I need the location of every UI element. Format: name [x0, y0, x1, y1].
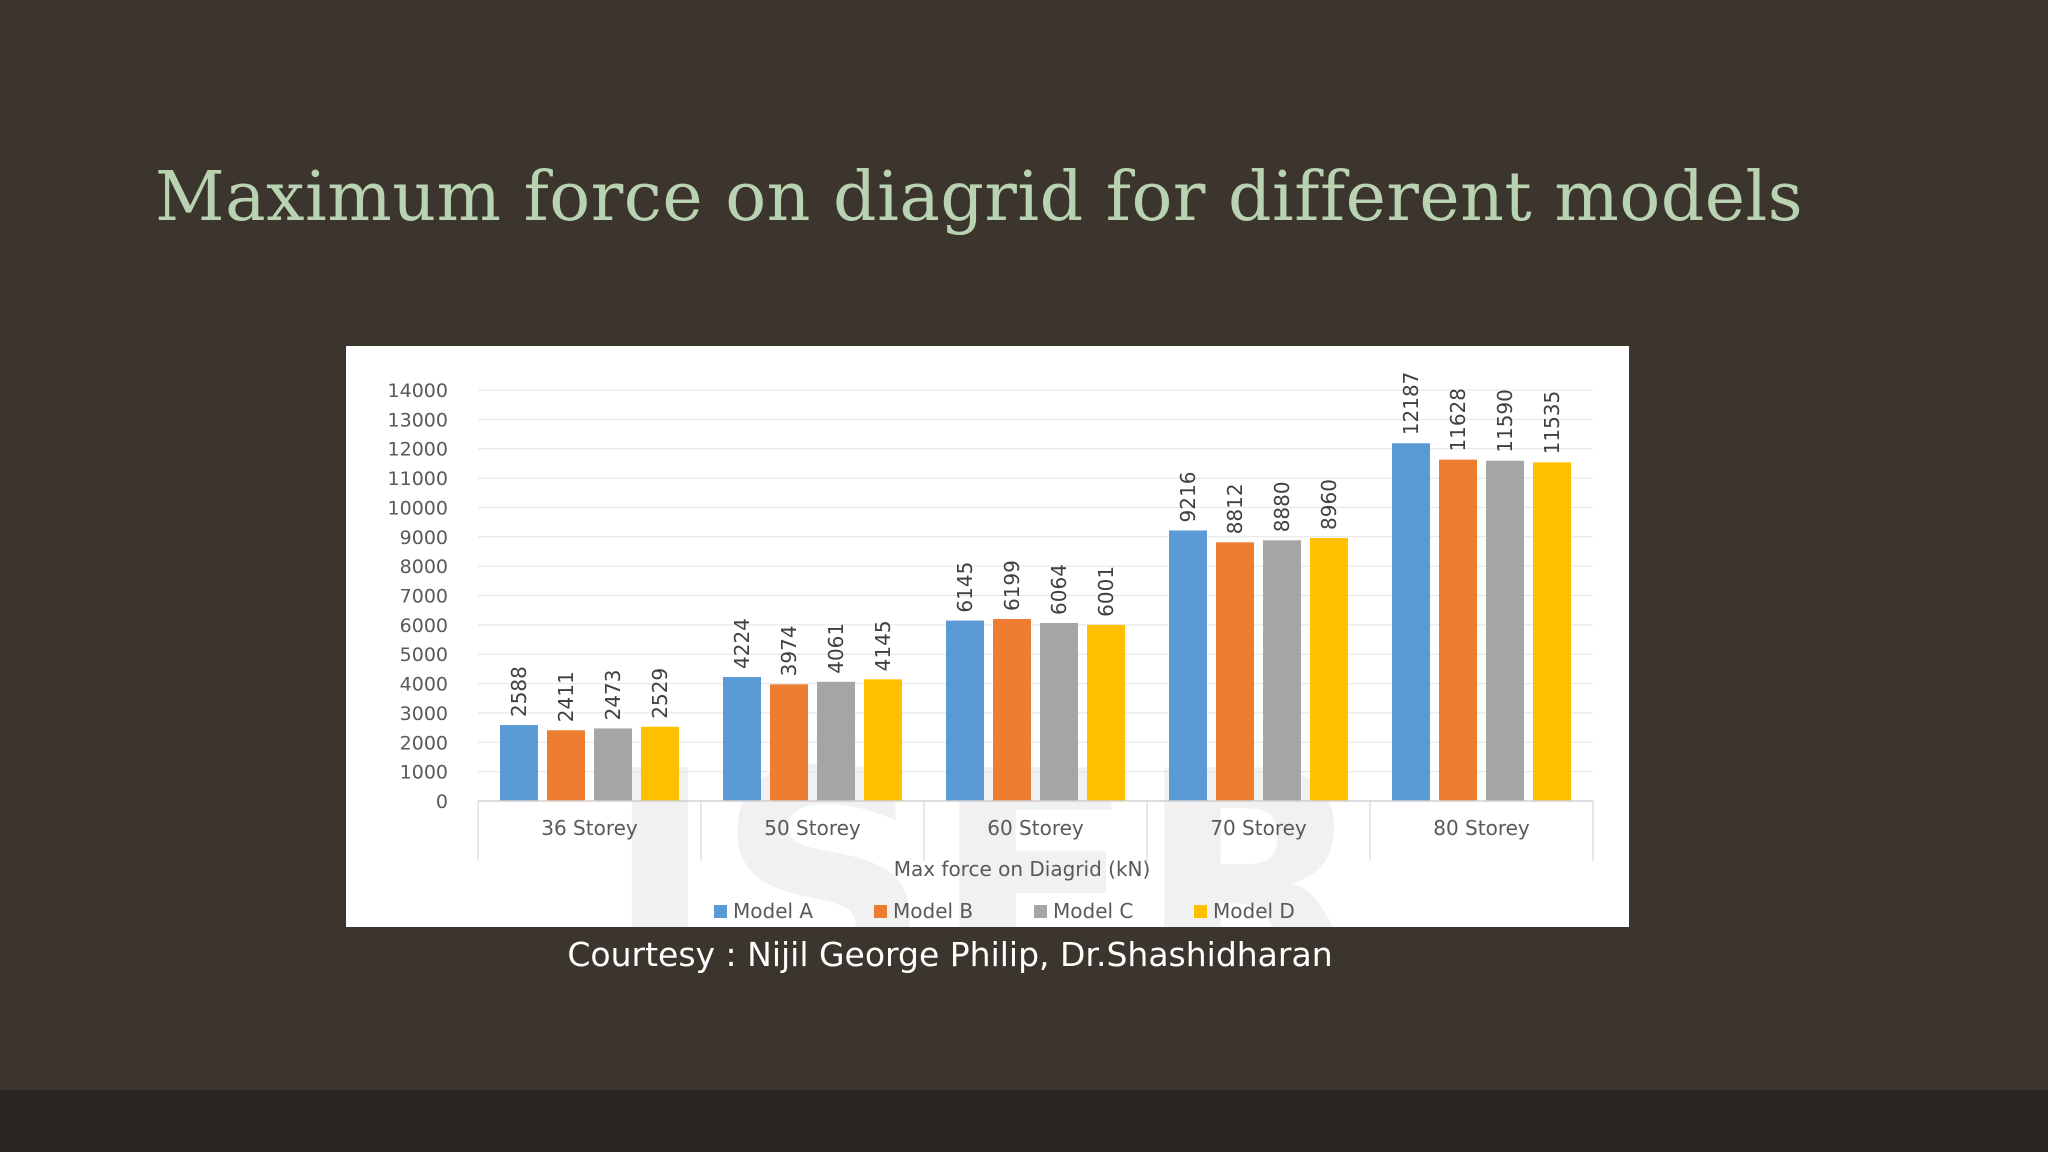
data-label: 8960	[1317, 479, 1341, 530]
data-label: 11628	[1446, 388, 1470, 452]
bar-model-c	[817, 681, 855, 801]
bar-model-c	[1486, 460, 1524, 801]
data-label: 2473	[601, 669, 625, 720]
data-label: 6199	[1000, 560, 1024, 611]
bar-model-a	[500, 725, 538, 801]
data-labels: 2588 2411 2473 2529 4224 3974 4061 4145 6145 6199…	[507, 372, 1564, 723]
bar-model-c	[1040, 622, 1078, 801]
bar-model-a	[1169, 530, 1207, 801]
chart-panel: ISER 0 1000 2000 3000 4000 5000 6000 7000 8000 90…	[346, 346, 1629, 927]
bar-model-b	[1439, 459, 1477, 801]
data-label: 2411	[554, 671, 578, 722]
y-tick-label: 2000	[400, 732, 448, 754]
data-label: 2588	[507, 666, 531, 717]
bar-model-a	[1392, 443, 1430, 801]
y-tick-label: 5000	[400, 644, 448, 666]
y-tick-label: 1000	[400, 762, 448, 784]
y-tick-label: 8000	[400, 556, 448, 578]
y-tick-label: 4000	[400, 674, 448, 696]
legend-swatch	[874, 905, 887, 918]
bar-model-c	[1263, 540, 1301, 801]
bar-model-d	[641, 726, 679, 801]
y-tick-label: 6000	[400, 615, 448, 637]
y-tick-label: 3000	[400, 703, 448, 725]
bar-model-b	[770, 684, 808, 801]
data-label: 9216	[1176, 472, 1200, 523]
y-tick-label: 12000	[388, 439, 448, 461]
bar-model-d	[864, 679, 902, 801]
courtesy-caption: Courtesy : Nijil George Philip, Dr.Shash…	[567, 935, 1333, 974]
footer-band	[0, 1090, 2048, 1152]
bar-model-b	[993, 619, 1031, 801]
bar-model-b	[547, 730, 585, 801]
y-tick-label: 14000	[388, 380, 448, 402]
data-label: 12187	[1399, 372, 1423, 436]
bars	[500, 443, 1571, 801]
data-label: 6001	[1094, 566, 1118, 617]
x-axis-title: Max force on Diagrid (kN)	[894, 857, 1151, 881]
y-tick-label: 10000	[388, 497, 448, 519]
data-label: 11590	[1493, 389, 1517, 453]
bar-model-d	[1087, 624, 1125, 801]
legend-label: Model A	[733, 899, 813, 923]
data-label: 6064	[1047, 564, 1071, 615]
bar-model-a	[723, 676, 761, 801]
data-label: 2529	[648, 668, 672, 719]
data-label: 8812	[1223, 483, 1247, 534]
bar-model-a	[946, 620, 984, 801]
category-label: 60 Storey	[987, 816, 1084, 840]
category-label: 80 Storey	[1433, 816, 1530, 840]
data-label: 6145	[953, 562, 977, 613]
legend-swatch	[1034, 905, 1047, 918]
data-label: 3974	[777, 625, 801, 676]
bar-model-c	[594, 728, 632, 801]
legend: Model A Model B Model C Model D	[714, 899, 1295, 923]
bar-model-b	[1216, 542, 1254, 801]
legend-label: Model B	[893, 899, 973, 923]
bar-model-d	[1310, 537, 1348, 801]
y-tick-label: 9000	[400, 527, 448, 549]
legend-swatch	[1194, 905, 1207, 918]
legend-swatch	[714, 905, 727, 918]
y-tick-label: 7000	[400, 586, 448, 608]
slide-title: Maximum force on diagrid for different m…	[155, 158, 1804, 237]
x-axis-categories: 36 Storey 50 Storey 60 Storey 70 Storey 80 S…	[477, 800, 1594, 861]
legend-label: Model D	[1213, 899, 1295, 923]
data-label: 4061	[824, 623, 848, 674]
category-label: 70 Storey	[1210, 816, 1307, 840]
data-label: 11535	[1540, 391, 1564, 455]
category-label: 50 Storey	[764, 816, 861, 840]
bar-model-d	[1533, 462, 1571, 801]
y-tick-label: 13000	[388, 409, 448, 431]
data-label: 4145	[871, 620, 895, 671]
category-label: 36 Storey	[541, 816, 638, 840]
bar-chart: ISER 01000200030004000500060007000800090…	[388, 372, 1594, 927]
data-label: 8880	[1270, 481, 1294, 532]
y-tick-label: 11000	[388, 468, 448, 490]
legend-label: Model C	[1053, 899, 1133, 923]
y-tick-label: 0	[436, 791, 448, 813]
y-axis-ticks: 0 1000 2000 3000 4000 5000 6000 7000 8000 9000 100…	[388, 380, 448, 813]
data-label: 4224	[730, 618, 754, 669]
